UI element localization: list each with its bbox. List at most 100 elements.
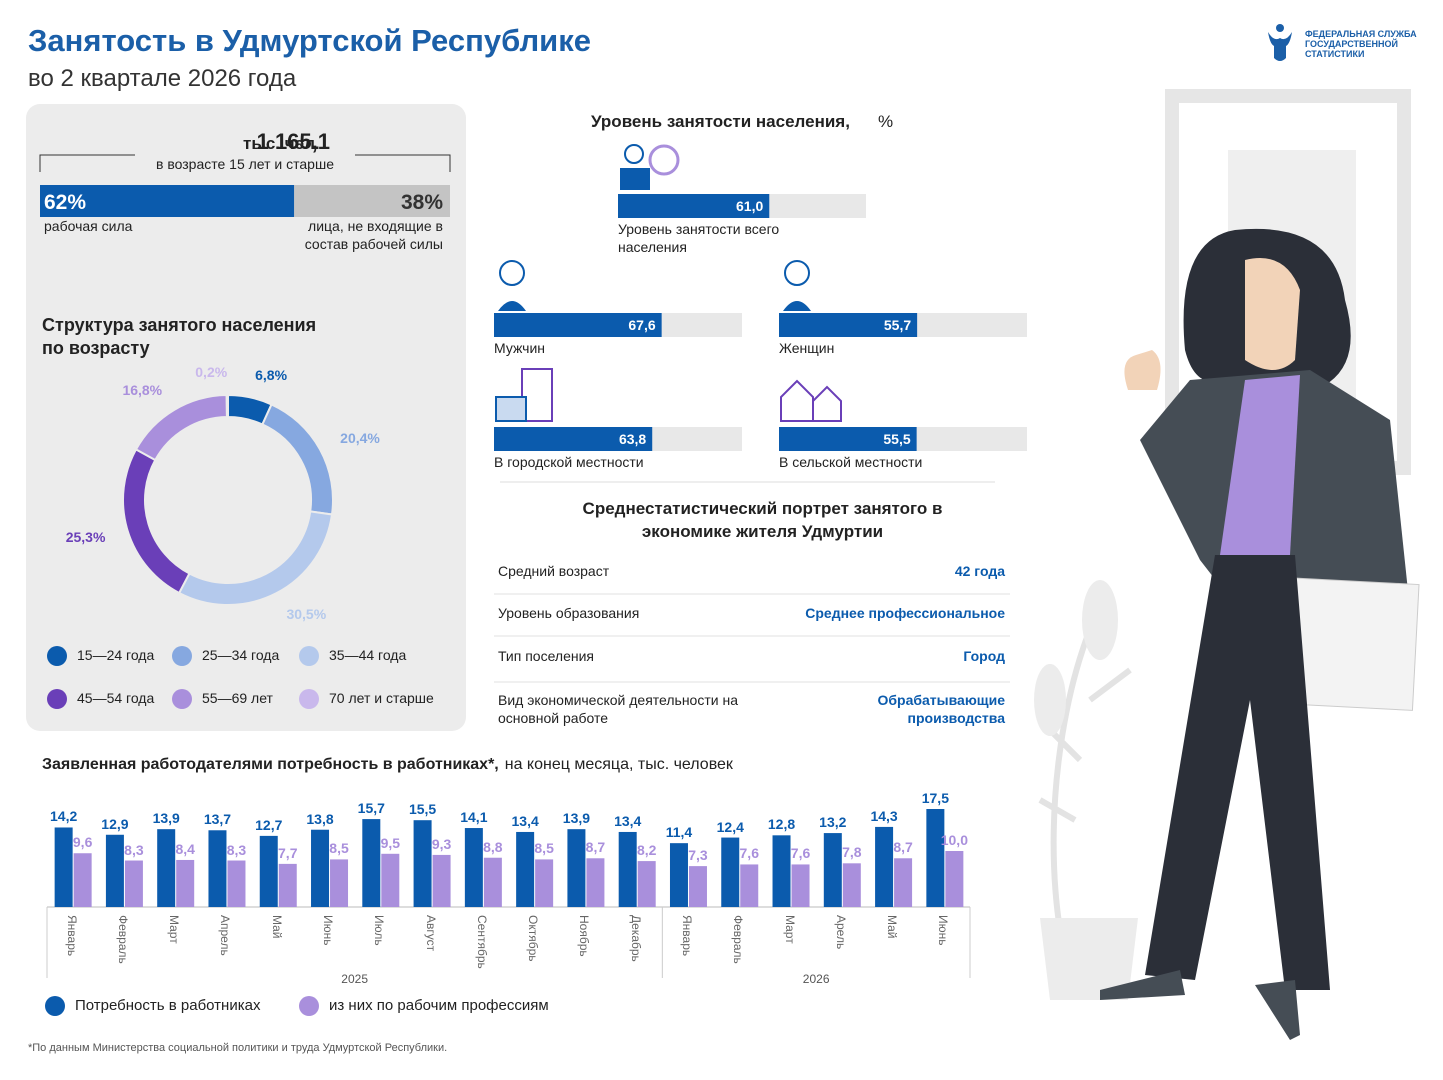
bar-value-label: 38% — [400, 191, 443, 214]
table-cell-value: Среднее профессиональное — [805, 605, 1005, 621]
bar-value-label: 15,5 — [408, 801, 437, 818]
x-tick-label: Январь — [64, 915, 79, 957]
bracket — [39, 154, 451, 172]
legend-label: 35—44 года — [329, 647, 407, 663]
bar-value-label: 13,8 — [306, 810, 334, 827]
group-label: 2025 — [341, 972, 368, 986]
x-tick-label: Май — [269, 915, 284, 939]
bar-value-label: 12,8 — [767, 816, 796, 833]
chart-title-unit: % — [878, 112, 894, 131]
bar — [791, 864, 810, 907]
bar-value-label: 11,4 — [665, 824, 693, 841]
slice-label: 25,3% — [65, 528, 106, 545]
x-tick-label: Декабрь — [628, 915, 643, 962]
table-cell-value: Обрабатывающие производства — [877, 692, 1006, 726]
bar-value-label: 9,5 — [380, 834, 401, 851]
legend-label: Потребность в работниках — [75, 997, 261, 1014]
x-tick-label: Март — [782, 915, 797, 944]
x-tick-label: Июнь — [936, 915, 951, 946]
bar — [823, 833, 842, 907]
bar — [259, 835, 278, 907]
bar-value-label: 12,9 — [101, 815, 129, 832]
bar-value-label: 55,7 — [883, 317, 912, 333]
labor-bar — [40, 185, 295, 217]
bar-value-label: 8,5 — [534, 840, 554, 857]
bar — [381, 853, 400, 907]
bar — [945, 851, 964, 907]
bar — [464, 828, 483, 907]
x-tick-label: Апрель — [218, 915, 233, 956]
bar — [124, 860, 143, 907]
chart-title: Уровень занятости населения, — [591, 112, 850, 131]
bar — [721, 837, 740, 907]
x-tick-label: Июнь — [321, 915, 336, 946]
x-tick-label: Октябрь — [526, 915, 541, 962]
illustration — [1034, 89, 1420, 1040]
bar — [157, 829, 176, 907]
icon — [495, 396, 527, 422]
bar-value-label: 61,0 — [736, 198, 764, 214]
bar — [842, 863, 861, 907]
chart-subtitle: на конец месяца, тыс. человек — [504, 756, 733, 773]
bar — [227, 860, 246, 907]
bar — [535, 859, 554, 907]
bar — [330, 859, 349, 907]
table-cell: Средний возраст — [498, 563, 610, 579]
x-tick-label: Май — [885, 915, 900, 939]
x-tick-label: Январь — [679, 915, 694, 957]
bar-value-label: 13,7 — [203, 811, 232, 828]
bar-value-label: 12,7 — [255, 816, 283, 833]
footnote: *По данным Министерства социальной полит… — [28, 1042, 448, 1054]
total-note: в возрасте 15 лет и старше — [156, 156, 334, 172]
logo-text: СТАТИСТИКИ — [1305, 49, 1365, 59]
bar-value-label: 8,7 — [893, 839, 913, 856]
bar — [311, 829, 330, 907]
logo-text: ГОСУДАРСТВЕННОЙ — [1305, 39, 1398, 49]
bar — [586, 858, 605, 907]
bar — [567, 829, 586, 907]
table-cell-value: Город — [963, 648, 1005, 664]
slice-label: 0,2% — [195, 364, 228, 380]
bar — [362, 819, 381, 907]
chart-title: Структура занятого населения по возрасту — [42, 315, 317, 358]
bar-value-label: 13,4 — [511, 812, 539, 829]
total-unit: тыс. чел. — [243, 134, 320, 153]
bar — [618, 831, 637, 907]
x-tick-label: Арель — [833, 915, 848, 950]
table-cell: Уровень образования — [498, 605, 640, 621]
bar-value-label: 8,5 — [329, 840, 349, 857]
logo-emblem — [1268, 24, 1292, 61]
x-tick-label: Сентябрь — [474, 915, 489, 969]
table-cell-value: 42 года — [954, 563, 1005, 579]
bar-value-label: 14,2 — [50, 808, 78, 825]
table-cell: Вид экономической деятельности на основн… — [498, 692, 738, 726]
bar — [516, 831, 535, 907]
bar — [494, 427, 653, 451]
legend-label: 25—34 года — [202, 647, 280, 663]
bar — [669, 843, 688, 907]
chart-title: Заявленная работодателями потребность в … — [42, 756, 499, 773]
icon — [780, 379, 842, 422]
icon — [499, 260, 525, 286]
bar-value-label: 13,2 — [819, 814, 847, 831]
bar — [894, 858, 913, 907]
icon — [498, 301, 526, 311]
legend-label: 15—24 года — [77, 647, 155, 663]
x-tick-label: Март — [167, 915, 182, 944]
bar-value-label: 8,2 — [636, 842, 657, 859]
bar-category: лица, не входящие в состав рабочей силы — [304, 218, 443, 252]
bar — [772, 835, 791, 907]
slice-label: 16,8% — [122, 382, 163, 399]
legend-marker — [47, 689, 67, 709]
group-label: 2026 — [802, 972, 830, 986]
bar — [54, 827, 73, 907]
title: Занятость в Удмуртской Республике — [28, 23, 591, 58]
bar-value-label: 17,5 — [921, 790, 949, 806]
bar — [73, 853, 92, 907]
subtitle: во 2 квартале 2026 года — [28, 65, 297, 92]
bar-category: Женщин — [779, 340, 835, 356]
bar — [413, 820, 432, 907]
slice-label: 30,5% — [286, 605, 327, 622]
icon — [624, 144, 644, 164]
